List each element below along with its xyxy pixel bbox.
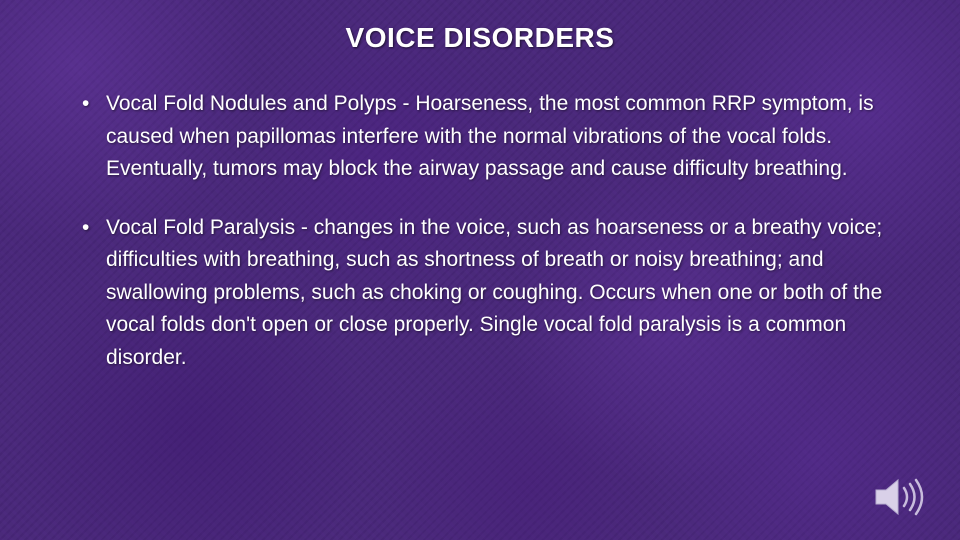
slide: VOICE DISORDERS Vocal Fold Nodules and P…: [0, 0, 960, 540]
speaker-icon: [872, 476, 932, 518]
list-item: Vocal Fold Nodules and Polyps - Hoarsene…: [80, 88, 890, 186]
slide-title: VOICE DISORDERS: [70, 22, 890, 54]
list-item: Vocal Fold Paralysis - changes in the vo…: [80, 212, 890, 375]
bullet-list: Vocal Fold Nodules and Polyps - Hoarsene…: [70, 88, 890, 374]
